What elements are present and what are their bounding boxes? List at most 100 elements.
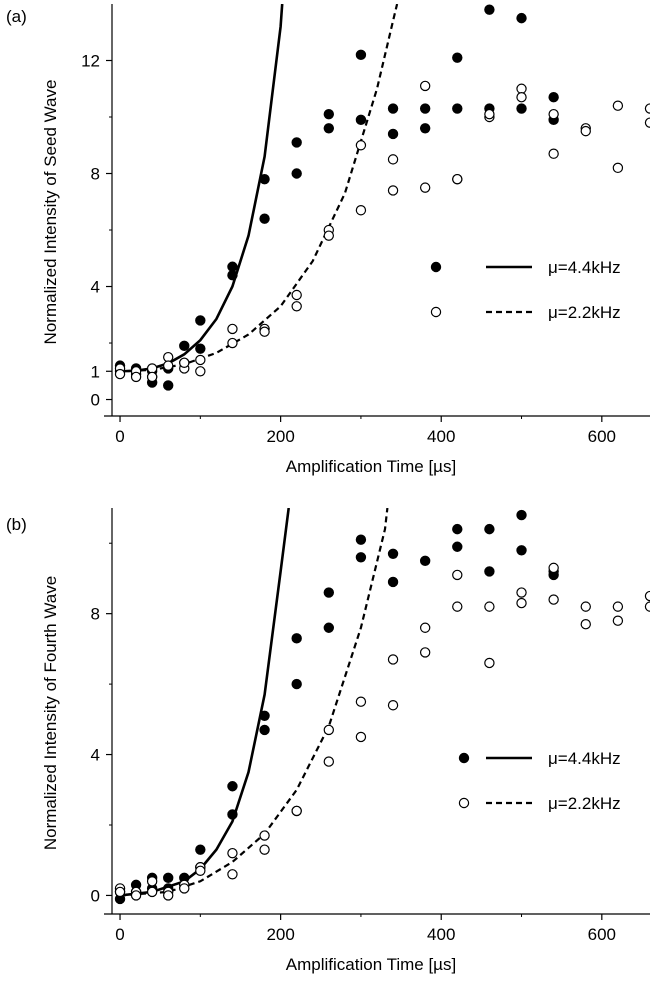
data-point — [516, 12, 527, 24]
data-point — [484, 523, 495, 535]
y-tick-label: 8 — [91, 165, 100, 184]
data-point — [355, 49, 367, 61]
data-point — [387, 576, 399, 588]
data-point — [323, 230, 335, 241]
data-point — [419, 103, 431, 114]
data-point — [419, 182, 431, 193]
legend-marker — [458, 752, 470, 764]
x-tick-label: 600 — [588, 427, 616, 446]
y-tick-label: 12 — [81, 52, 100, 71]
data-point — [195, 343, 206, 354]
data-point — [259, 724, 270, 736]
panel-a: (a) 0 200 400 600 0 1 4 8 12 Amplification Time [µ… — [6, 4, 650, 476]
data-point — [644, 601, 650, 612]
data-point — [146, 876, 158, 887]
legend-label: μ=4.4kHz — [548, 749, 621, 768]
data-point — [146, 363, 158, 374]
data-point — [484, 657, 495, 669]
data-point — [291, 168, 302, 179]
axes: 0 200 400 600 0 4 8 — [91, 508, 650, 944]
panel-b: (b) 0 200 400 600 0 4 8 Amplification Time [µs] N… — [6, 508, 650, 974]
data-point — [452, 601, 463, 612]
x-tick-label: 400 — [427, 925, 455, 944]
legend-label: μ=4.4kHz — [548, 258, 621, 277]
data-point — [195, 844, 206, 855]
data-point — [452, 569, 463, 581]
data-point — [419, 647, 431, 658]
data-point — [355, 534, 367, 545]
data-point — [291, 137, 302, 148]
data-point — [130, 890, 142, 901]
data-point — [179, 357, 190, 368]
data-point — [259, 844, 270, 855]
data-point — [419, 622, 431, 633]
data-point — [580, 125, 591, 137]
data-point — [484, 108, 495, 120]
data-point — [227, 847, 238, 859]
data-point — [612, 100, 624, 111]
data-point — [612, 615, 624, 626]
data-point — [227, 809, 238, 820]
data-point — [355, 731, 367, 743]
y-tick-label: 4 — [91, 278, 100, 297]
series-1 — [114, 4, 559, 391]
data-point — [419, 123, 431, 134]
plot-area — [114, 508, 650, 905]
data-point — [644, 103, 650, 114]
data-point — [323, 123, 335, 134]
data-point — [323, 724, 335, 736]
y-tick-label: 4 — [91, 746, 100, 765]
data-point — [452, 173, 463, 185]
data-point — [355, 696, 367, 707]
data-point — [387, 700, 399, 711]
data-point — [323, 587, 335, 598]
data-point — [387, 128, 399, 140]
data-point — [323, 756, 335, 767]
y-tick-label: 0 — [91, 391, 100, 410]
data-point — [484, 601, 495, 612]
axes: 0 200 400 600 0 1 4 8 12 — [81, 4, 650, 446]
data-point — [195, 315, 206, 326]
data-point — [291, 633, 302, 644]
x-tick-label: 0 — [115, 925, 124, 944]
data-point — [387, 154, 399, 165]
data-point — [259, 173, 270, 185]
fit-curve-dashed — [119, 4, 399, 373]
x-axis-label: Amplification Time [µs] — [286, 457, 456, 476]
data-point — [114, 368, 126, 380]
data-point — [146, 886, 158, 898]
data-point — [516, 103, 527, 114]
data-point — [548, 92, 559, 103]
data-point — [484, 566, 495, 577]
legend-marker — [430, 261, 442, 273]
data-point — [452, 103, 463, 114]
data-point — [516, 83, 527, 94]
data-point — [355, 140, 367, 151]
data-point — [355, 114, 367, 126]
data-point — [163, 351, 174, 363]
data-point — [259, 213, 270, 224]
x-tick-label: 400 — [427, 427, 455, 446]
legend-label: μ=2.2kHz — [548, 303, 621, 322]
data-point — [179, 883, 190, 894]
data-point — [644, 117, 650, 128]
data-point — [452, 541, 463, 552]
data-point — [612, 601, 624, 612]
data-point — [548, 562, 559, 574]
data-point — [580, 601, 591, 612]
panel-label: (a) — [6, 7, 27, 26]
data-point — [323, 108, 335, 120]
data-point — [452, 523, 463, 535]
data-point — [387, 185, 399, 196]
x-tick-label: 0 — [115, 427, 124, 446]
x-axis-label: Amplification Time [µs] — [286, 955, 456, 974]
data-point — [387, 654, 399, 665]
legend: μ=4.4kHz μ=2.2kHz — [458, 749, 621, 813]
data-point — [227, 270, 238, 281]
data-point — [163, 380, 174, 391]
series-1 — [114, 508, 559, 905]
data-point — [291, 805, 302, 817]
y-tick-label: 8 — [91, 605, 100, 624]
data-point — [387, 548, 399, 559]
